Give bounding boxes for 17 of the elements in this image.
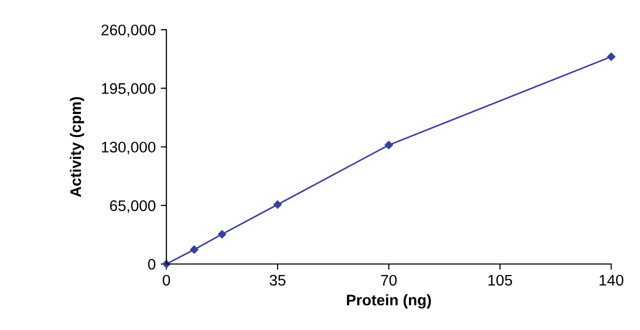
point (190, 245, 198, 254)
x-tick-label: 70 (381, 274, 397, 286)
y-tick-label: 130,000 (102, 142, 156, 154)
point (384, 140, 393, 150)
y-axis-title: Activity (cpm) (70, 97, 84, 197)
y-tick-label: 0 (148, 258, 156, 270)
x-tick-label: 105 (488, 274, 512, 286)
point (607, 52, 616, 61)
x-tick-label: 35 (270, 274, 286, 286)
x-axis-title: Protein (ng) (346, 294, 431, 309)
y-tick-label: 195,000 (102, 83, 156, 96)
y-tick-label: 65,000 (110, 200, 156, 213)
x-tick-label: 0 (162, 274, 170, 286)
point (218, 230, 226, 238)
x-tick-label: 140 (600, 274, 624, 286)
point (273, 200, 282, 209)
y-tick-label: 260,000 (102, 24, 156, 38)
